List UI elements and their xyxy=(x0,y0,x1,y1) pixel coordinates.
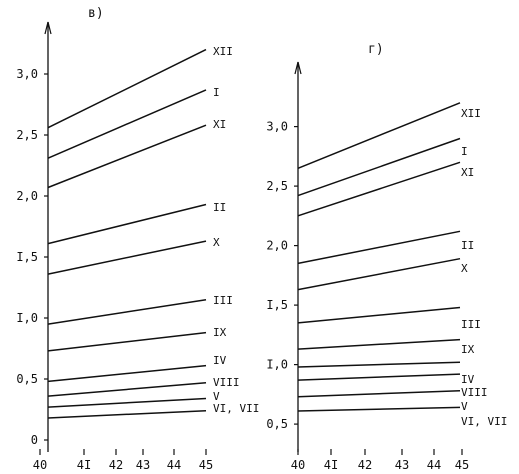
y-tick-label: I,0 xyxy=(266,358,288,372)
x-tick-label: 45 xyxy=(455,458,469,472)
series-line xyxy=(47,409,207,419)
series-line xyxy=(297,102,461,169)
series-line xyxy=(47,89,207,159)
y-tick-label: I,5 xyxy=(266,298,288,312)
series-label: IV xyxy=(213,354,227,367)
series-line xyxy=(47,203,207,245)
x-tick-label: 43 xyxy=(395,458,409,472)
series-line xyxy=(47,364,207,383)
x-tick-label: 45 xyxy=(199,458,213,472)
y-tick-label: 2,5 xyxy=(266,179,288,193)
series-label: I xyxy=(461,145,468,158)
x-tick-label: 43 xyxy=(136,458,150,472)
series-label: III xyxy=(461,318,481,331)
series-line xyxy=(297,406,461,412)
series-label: VIII xyxy=(461,386,488,399)
series-label: X xyxy=(213,236,220,249)
y-tick-label: 3,0 xyxy=(266,120,288,134)
series-label: XI xyxy=(213,118,226,131)
y-tick-label: I,5 xyxy=(16,250,38,264)
series-line xyxy=(297,306,461,324)
x-tick-label: 40 xyxy=(291,458,305,472)
y-tick-label: 3,0 xyxy=(16,67,38,81)
series-line xyxy=(297,338,461,350)
series-line xyxy=(297,257,461,291)
x-tick-label: 4I xyxy=(77,458,91,472)
y-axis-arrow xyxy=(44,21,52,35)
series-label: III xyxy=(213,294,233,307)
x-tick-label: 42 xyxy=(358,458,372,472)
series-line xyxy=(47,48,207,129)
series-label: IX xyxy=(461,343,475,356)
series-line xyxy=(47,397,207,408)
series-line xyxy=(297,390,461,398)
chart-panel-v: в)00,5I,0I,52,02,53,040 4I 42 43 44 45XIIIXII… xyxy=(16,6,259,472)
series-line xyxy=(297,361,461,368)
y-tick-label: I,0 xyxy=(16,311,38,325)
y-tick-label: 0,5 xyxy=(266,417,288,431)
series-label: XII xyxy=(461,107,481,120)
x-tick-label: 40 xyxy=(33,458,47,472)
series-label: V xyxy=(461,400,468,413)
series-line xyxy=(297,161,461,217)
y-tick-label: 0 xyxy=(31,433,38,447)
series-line xyxy=(47,381,207,397)
panel-label: в) xyxy=(88,6,104,21)
series-line xyxy=(47,298,207,325)
series-label: V xyxy=(213,390,220,403)
x-tick-label: 4I xyxy=(324,458,338,472)
series-label: VIII xyxy=(213,376,240,389)
x-tick-label: 42 xyxy=(109,458,123,472)
series-label: II xyxy=(461,239,474,252)
x-tick-label: 44 xyxy=(167,458,181,472)
y-axis-arrow xyxy=(294,61,302,75)
series-label: VI, VII xyxy=(461,415,507,428)
series-line xyxy=(47,124,207,189)
series-label: XI xyxy=(461,166,474,179)
series-label: I xyxy=(213,86,220,99)
chart-panel-g: г)0,5I,0I,52,02,53,040 4I 42 43 44 45XIIIXIII… xyxy=(266,42,507,472)
series-line xyxy=(297,137,461,197)
series-line xyxy=(47,331,207,352)
series-line xyxy=(47,240,207,275)
series-line xyxy=(297,230,461,265)
y-tick-label: 2,0 xyxy=(266,239,288,253)
series-label: X xyxy=(461,262,468,275)
series-label: XII xyxy=(213,45,233,58)
panel-label: г) xyxy=(368,42,384,57)
y-tick-label: 2,0 xyxy=(16,189,38,203)
series-label: II xyxy=(213,201,226,214)
series-line xyxy=(297,373,461,381)
series-label: IX xyxy=(213,326,227,339)
y-tick-label: 2,5 xyxy=(16,128,38,142)
y-tick-label: 0,5 xyxy=(16,372,38,386)
series-label: IV xyxy=(461,373,475,386)
x-tick-label: 44 xyxy=(427,458,441,472)
series-label: VI, VII xyxy=(213,402,259,415)
